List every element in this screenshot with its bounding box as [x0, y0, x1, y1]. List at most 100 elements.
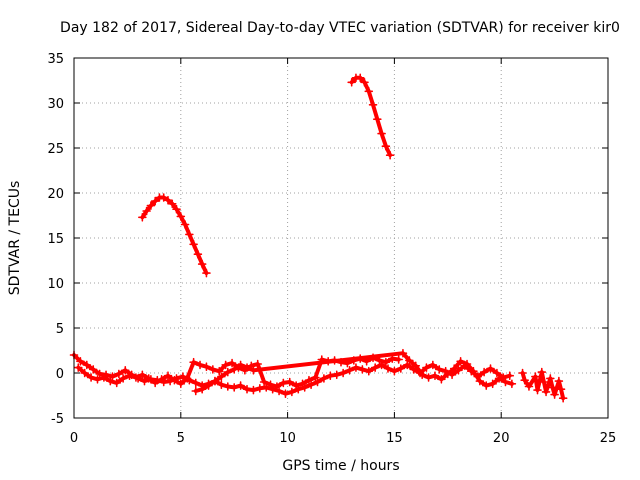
y-tick-label: 25	[47, 142, 64, 157]
data-point	[364, 87, 374, 96]
data-point	[189, 240, 198, 249]
data-point	[541, 387, 551, 397]
y-tick-label: 0	[56, 367, 64, 382]
data-point	[197, 259, 207, 269]
data-point	[430, 371, 440, 380]
y-tick-label: 30	[47, 97, 64, 112]
data-point	[195, 360, 205, 370]
data-point	[311, 373, 320, 382]
data-point	[204, 381, 213, 390]
series-trace	[140, 195, 209, 276]
series-trace	[193, 351, 514, 393]
data-point	[434, 365, 444, 374]
axis-ticks: 0 5 10 15 20 25 -5 0 5 10 15 20 25 30 35	[47, 52, 616, 446]
data-point	[398, 348, 408, 358]
data-point	[266, 380, 275, 389]
data-point	[142, 206, 151, 216]
data-point	[170, 375, 179, 385]
data-point	[253, 359, 262, 369]
data-point	[494, 374, 504, 383]
data-point	[221, 360, 230, 370]
data-point	[197, 384, 207, 394]
data-point	[274, 386, 284, 396]
data-point	[259, 377, 269, 387]
data-point	[370, 363, 380, 372]
data-point	[428, 360, 438, 370]
y-tick-label: 20	[47, 187, 64, 202]
data-point	[488, 379, 497, 389]
data-point	[437, 375, 446, 384]
data-point	[405, 356, 414, 365]
data-point	[118, 374, 128, 383]
data-point	[424, 373, 433, 382]
data-point	[358, 365, 367, 374]
data-point	[140, 376, 149, 386]
data-point	[291, 381, 301, 390]
data-point	[93, 375, 102, 384]
x-tick-label: 20	[493, 431, 510, 446]
data-point	[146, 201, 156, 210]
data-point	[223, 367, 233, 377]
data-point	[86, 373, 96, 382]
x-tick-label: 10	[279, 431, 296, 446]
data-point	[422, 363, 431, 372]
data-point	[355, 73, 365, 83]
data-point	[313, 377, 322, 387]
data-point	[486, 364, 495, 373]
data-point	[180, 220, 190, 229]
data-point	[150, 378, 160, 388]
data-point	[304, 375, 314, 385]
data-point	[556, 384, 566, 394]
data-point	[182, 374, 192, 383]
data-point	[287, 387, 297, 397]
data-point	[191, 386, 201, 396]
data-point	[223, 382, 233, 391]
data-point	[383, 364, 393, 373]
data-point	[214, 366, 224, 376]
data-point	[236, 381, 245, 390]
data-point	[236, 360, 245, 370]
data-point	[217, 372, 226, 381]
data-point	[144, 374, 154, 383]
data-point	[373, 114, 382, 124]
data-point	[138, 213, 147, 222]
data-point	[210, 376, 220, 386]
data-point	[507, 379, 517, 389]
data-point	[417, 370, 427, 380]
data-point	[326, 371, 335, 380]
data-point	[272, 382, 282, 391]
data-point	[338, 368, 348, 378]
data-point	[120, 366, 130, 375]
data-point	[76, 357, 85, 366]
data-point	[402, 360, 412, 370]
data-point	[217, 380, 226, 389]
data-point	[172, 204, 181, 214]
series-late-scatter	[518, 367, 568, 403]
data-point	[550, 390, 559, 399]
data-point	[112, 378, 122, 388]
data-point	[351, 363, 361, 372]
data-point	[242, 363, 252, 372]
data-point	[558, 393, 568, 403]
data-point	[157, 375, 166, 384]
data-point	[88, 365, 98, 374]
data-point	[242, 384, 252, 394]
data-series	[69, 73, 568, 403]
data-point	[73, 363, 83, 372]
data-point	[229, 365, 239, 374]
data-point	[396, 364, 406, 373]
data-point	[456, 357, 465, 366]
data-point	[332, 370, 342, 380]
data-point	[546, 374, 555, 383]
data-point	[390, 366, 399, 376]
data-point	[285, 377, 295, 387]
data-point	[347, 78, 356, 87]
y-tick-label: 15	[47, 232, 64, 247]
data-point	[518, 368, 527, 378]
series-arc-early	[138, 193, 211, 278]
x-axis-label: GPS time / hours	[282, 458, 399, 474]
data-point	[99, 373, 109, 382]
data-point	[189, 357, 198, 367]
